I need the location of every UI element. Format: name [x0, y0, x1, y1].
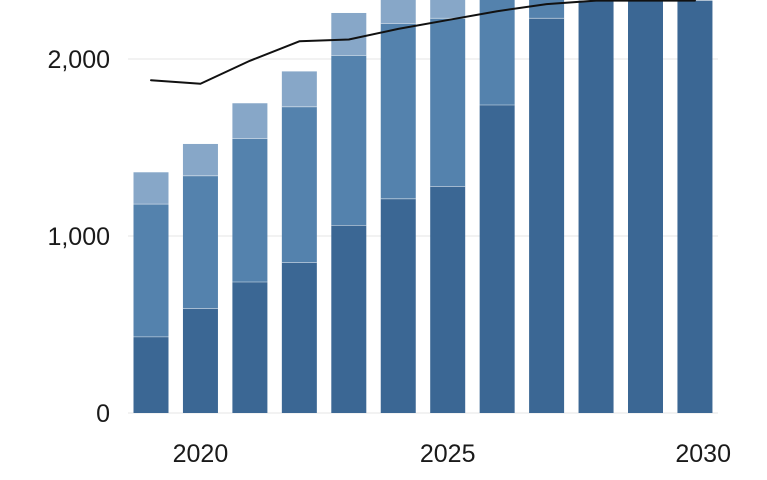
bar-segment-2025-s1: [430, 18, 466, 187]
bar-segment-2029-s0: [628, 0, 663, 414]
x-tick-label: 2020: [173, 440, 229, 468]
bar-segment-2020-s0: [182, 308, 218, 413]
bars: [133, 0, 713, 414]
bar-segment-2019-s0: [133, 336, 169, 413]
bar-segment-2025-s2: [430, 0, 466, 19]
bar-segment-2019-s2: [133, 172, 169, 205]
bar-segment-2024-s1: [380, 23, 416, 199]
line-series-path: [150, 0, 696, 85]
bar-segment-2021-s2: [232, 103, 268, 139]
bar-segment-2022-s1: [281, 106, 317, 263]
y-axis-ticks: 0 1,000 2,000: [47, 46, 110, 428]
y-tick-label: 0: [96, 400, 110, 428]
bar-segment-2019-s1: [133, 204, 169, 337]
grid-lines: [128, 58, 718, 414]
x-axis-ticks: 2020 2025 2030: [173, 440, 731, 468]
bar-segment-2021-s0: [232, 282, 268, 413]
bar-segment-2026-s1: [479, 0, 515, 106]
bar-segment-2021-s1: [232, 138, 268, 283]
bar-segment-2023-s0: [331, 225, 367, 413]
line-series: [150, 0, 696, 85]
y-tick-label: 1,000: [47, 223, 110, 251]
bar-segment-2027-s0: [529, 18, 565, 413]
x-tick-label: 2025: [420, 440, 476, 468]
x-tick-label: 2030: [675, 440, 731, 468]
bar-segment-2022-s0: [281, 262, 317, 413]
bar-segment-2024-s2: [380, 0, 416, 24]
bar-segment-2023-s1: [331, 55, 367, 226]
bar-segment-2028-s0: [578, 0, 614, 414]
bar-segment-2020-s1: [182, 175, 218, 309]
y-tick-label: 2,000: [47, 46, 110, 74]
bar-segment-2026-s0: [479, 105, 515, 414]
bar-segment-2025-s0: [430, 186, 466, 413]
bar-segment-2023-s2: [331, 12, 367, 56]
bar-segment-2022-s2: [281, 71, 317, 107]
bar-segment-2030-s0: [677, 0, 713, 414]
bar-segment-2024-s0: [380, 198, 416, 413]
bar-segment-2020-s2: [182, 143, 218, 176]
